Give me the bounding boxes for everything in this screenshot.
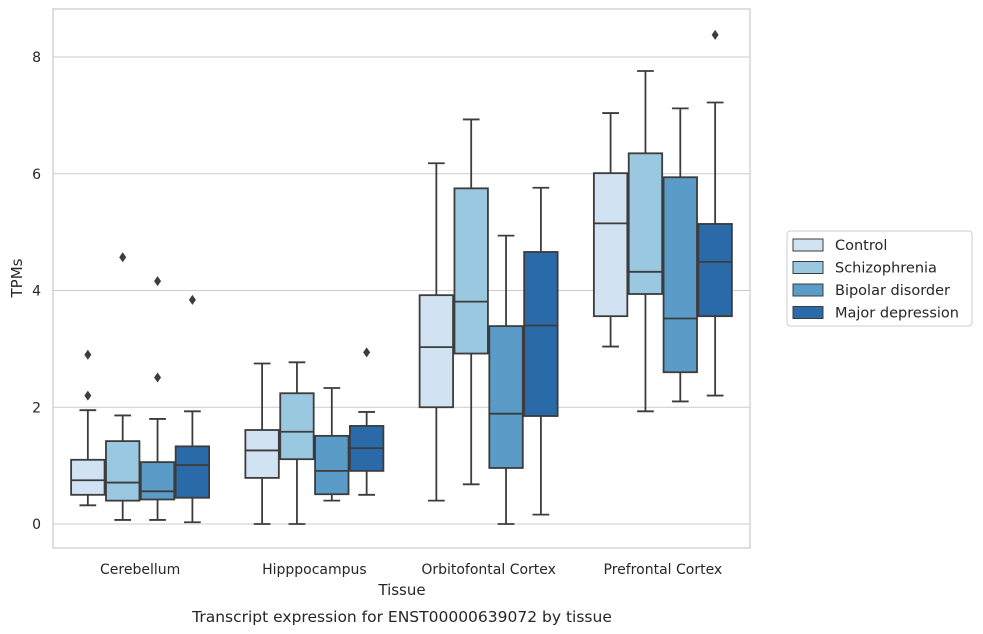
box-major-depression [697, 29, 733, 397]
outlier-point [154, 276, 162, 287]
outlier-point [363, 347, 371, 358]
legend-swatch [792, 238, 824, 252]
outlier-point [119, 252, 127, 263]
y-axis-ticks: 0 2 4 6 8 [32, 50, 41, 533]
y-tick-label: 2 [32, 400, 41, 416]
box-groups [70, 29, 733, 525]
legend: Control Schizophrenia Bipolar disorder Majo… [786, 230, 973, 327]
box-control [418, 162, 454, 502]
y-tick-label: 8 [32, 50, 41, 66]
y-axis-label: TPMs [8, 258, 26, 298]
figure-caption: Transcript expression for ENST0000063907… [191, 608, 612, 626]
box-body [314, 434, 350, 496]
box-body [453, 187, 489, 355]
box-body [662, 176, 698, 374]
legend-swatch [792, 261, 824, 274]
box-control [244, 362, 280, 525]
legend-label: Control [835, 238, 887, 254]
box-body [488, 325, 524, 469]
box-schizophrenia [279, 361, 315, 525]
box-body [244, 429, 280, 479]
box-control [70, 349, 106, 507]
box-bipolar-disorder [314, 387, 350, 502]
outlier-point [84, 349, 92, 360]
legend-label: Schizophrenia [835, 261, 937, 277]
x-axis-label: Tissue [377, 581, 425, 599]
legend-frame [786, 230, 973, 327]
box-schizophrenia [627, 70, 664, 413]
x-axis-ticks: Cerebellum Hipppocampus Orbitofontal Corte… [100, 562, 722, 578]
box-body [279, 392, 315, 461]
box-schizophrenia [453, 118, 489, 486]
box-bipolar-disorder [139, 276, 176, 521]
box-body [697, 223, 733, 318]
outlier-point [711, 29, 719, 40]
box-body [627, 152, 664, 295]
box-body [418, 294, 454, 409]
outlier-point [84, 390, 92, 401]
legend-items: Control Schizophrenia Bipolar disorder Majo… [792, 238, 959, 322]
y-tick-label: 4 [32, 284, 41, 300]
x-tick-label: Hipppocampus [262, 562, 367, 578]
box-bipolar-disorder [662, 107, 698, 403]
box-bipolar-disorder [488, 234, 524, 525]
x-tick-label: Prefrontal Cortex [604, 562, 723, 578]
box-body [105, 440, 141, 502]
box-body [70, 458, 106, 496]
box-body [592, 172, 629, 318]
x-tick-label: Cerebellum [100, 562, 180, 578]
box-major-depression [349, 347, 385, 496]
box-body [139, 461, 176, 501]
y-tick-label: 6 [32, 167, 41, 183]
box-major-depression [174, 294, 211, 524]
outlier-point [188, 294, 196, 305]
box-control [592, 112, 629, 348]
legend-label: Bipolar disorder [835, 283, 950, 299]
box-body [523, 251, 559, 417]
y-tick-label: 0 [32, 517, 41, 533]
outlier-point [154, 372, 162, 383]
x-tick-label: Orbitofontal Cortex [421, 562, 556, 578]
box-body [174, 445, 211, 499]
legend-swatch [792, 306, 824, 319]
box-major-depression [523, 186, 559, 516]
box-schizophrenia [105, 252, 141, 521]
plot-area-frame [52, 8, 751, 549]
legend-label: Major depression [835, 306, 959, 322]
legend-swatch [792, 283, 824, 297]
